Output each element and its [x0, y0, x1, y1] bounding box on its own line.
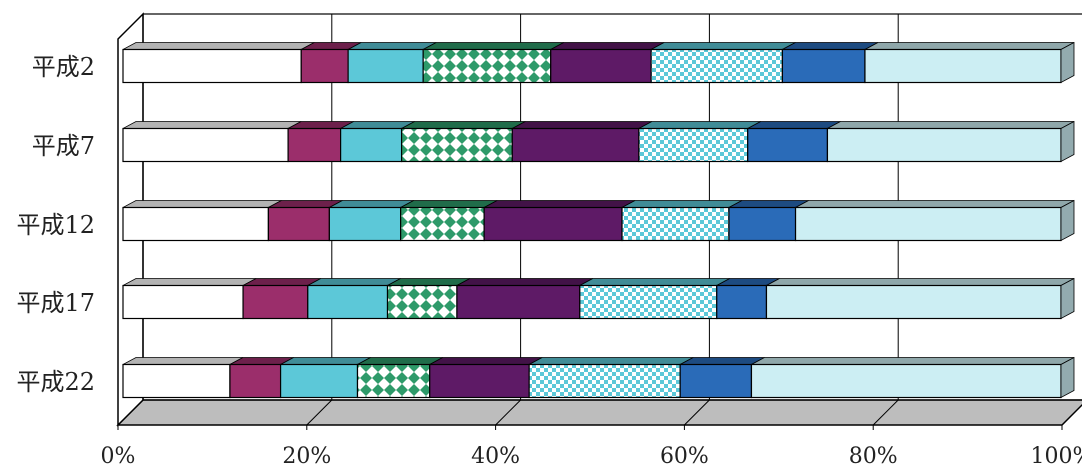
bar-segment: [281, 365, 358, 398]
bar-top: [766, 279, 1074, 286]
bar-segment: [865, 50, 1061, 83]
bar-top: [796, 201, 1074, 208]
bar-segment: [423, 50, 551, 83]
bar-top: [580, 279, 730, 286]
bar-end: [1061, 358, 1074, 398]
bar-segment: [680, 365, 751, 398]
x-tick-label: 20%: [282, 444, 331, 469]
bar-top: [123, 358, 243, 365]
bar-segment: [288, 129, 341, 162]
bar-top: [484, 201, 635, 208]
bar-top: [529, 358, 693, 365]
bar-top: [551, 43, 664, 50]
bar-top: [358, 358, 443, 365]
bar-segment: [348, 50, 423, 83]
bar-segment: [430, 365, 529, 398]
x-tick-label: 80%: [849, 444, 898, 469]
bar-segment: [639, 129, 748, 162]
category-label: 平成17: [16, 289, 95, 317]
bar-segment: [717, 286, 767, 319]
bar-segment: [308, 286, 388, 319]
bar-segment: [751, 365, 1061, 398]
bar-segment: [243, 286, 308, 319]
bar-segment: [123, 129, 288, 162]
bar-top: [348, 43, 436, 50]
bar-top: [622, 201, 742, 208]
bar-top: [281, 358, 371, 365]
bar-top: [430, 358, 542, 365]
bar-top: [123, 279, 256, 286]
bar-segment: [748, 129, 828, 162]
bar-top: [388, 279, 470, 286]
bar-top: [748, 122, 841, 129]
bar-segment: [622, 208, 729, 241]
bar-top: [639, 122, 761, 129]
bar-segment: [341, 129, 402, 162]
bar-segment: [580, 286, 717, 319]
bar-top: [329, 201, 413, 208]
category-label: 平成7: [32, 132, 95, 160]
bar-top: [512, 122, 652, 129]
bar-end: [1061, 43, 1074, 83]
bar-segment: [782, 50, 865, 83]
bar-segment: [329, 208, 400, 241]
x-tick-label: 100%: [1031, 444, 1082, 469]
x-tick-label: 60%: [660, 444, 709, 469]
category-label: 平成22: [16, 368, 95, 396]
bar-segment: [358, 365, 430, 398]
bar-segment: [512, 129, 639, 162]
bar-segment: [484, 208, 622, 241]
bar-segment: [827, 129, 1061, 162]
bar-top: [782, 43, 878, 50]
bar-top: [123, 43, 314, 50]
bar-segment: [457, 286, 580, 319]
bar-end: [1061, 279, 1074, 319]
bar-segment: [529, 365, 680, 398]
category-label: 平成2: [32, 53, 95, 81]
bar-segment: [796, 208, 1061, 241]
bar-segment: [388, 286, 457, 319]
bar-top: [827, 122, 1074, 129]
category-label: 平成12: [16, 211, 95, 239]
bar-top: [402, 122, 526, 129]
bar-top: [729, 201, 809, 208]
bar-segment: [123, 365, 230, 398]
x-tick-label: 0%: [101, 444, 136, 469]
bar-segment: [123, 50, 301, 83]
bar-top: [401, 201, 497, 208]
bar-top: [423, 43, 564, 50]
bar-segment: [402, 129, 513, 162]
bar-segment: [551, 50, 651, 83]
bar-end: [1061, 201, 1074, 241]
bar-end: [1061, 122, 1074, 162]
bar-top: [457, 279, 593, 286]
bar-segment: [268, 208, 329, 241]
bar-top: [651, 43, 795, 50]
bar-top: [751, 358, 1074, 365]
bars: [123, 43, 1074, 398]
bar-top: [123, 122, 301, 129]
bar-segment: [651, 50, 782, 83]
bar-segment: [729, 208, 796, 241]
bar-segment: [401, 208, 484, 241]
bar-segment: [301, 50, 348, 83]
bar-segment: [230, 365, 281, 398]
x-tick-label: 40%: [471, 444, 520, 469]
chart-floor: [118, 400, 1082, 425]
bar-top: [308, 279, 401, 286]
bar-top: [865, 43, 1074, 50]
bar-segment: [766, 286, 1061, 319]
bar-top: [680, 358, 764, 365]
bar-segment: [123, 208, 268, 241]
bar-segment: [123, 286, 243, 319]
bar-top: [123, 201, 281, 208]
